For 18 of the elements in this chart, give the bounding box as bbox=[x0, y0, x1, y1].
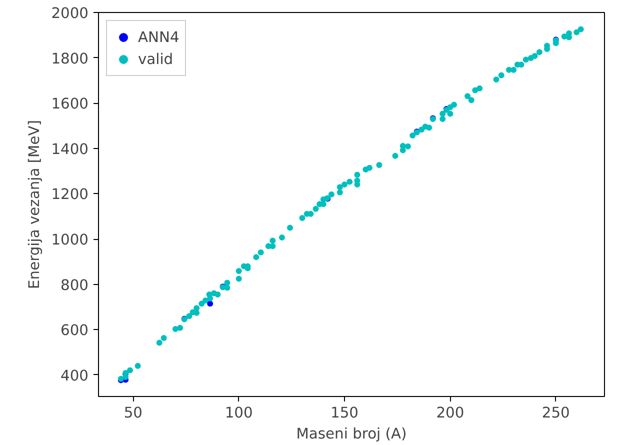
y-tick-label: 1400 bbox=[51, 140, 89, 158]
legend-label: valid bbox=[138, 50, 174, 68]
y-tick-label: 1800 bbox=[51, 50, 89, 68]
x-tick-label: 100 bbox=[224, 404, 253, 422]
y-tick-label: 1000 bbox=[51, 232, 89, 249]
y-tick-label: 2000 bbox=[51, 5, 89, 22]
y-axis-title: Energija vezanja [MeV] bbox=[26, 120, 44, 289]
x-axis-title: Maseni broj (A) bbox=[296, 426, 407, 442]
y-tick-label: 1200 bbox=[51, 186, 89, 204]
y-tick-label: 800 bbox=[60, 276, 89, 294]
x-tick-label: 50 bbox=[124, 404, 142, 422]
y-tick-label: 1600 bbox=[51, 96, 89, 113]
y-tick-label: 400 bbox=[60, 367, 89, 384]
x-tick-label: 200 bbox=[436, 404, 464, 422]
legend-label: ANN4 bbox=[138, 28, 180, 46]
x-tick-label: 250 bbox=[542, 404, 570, 422]
y-tick-label: 600 bbox=[60, 322, 89, 340]
x-tick-label: 150 bbox=[330, 404, 359, 422]
